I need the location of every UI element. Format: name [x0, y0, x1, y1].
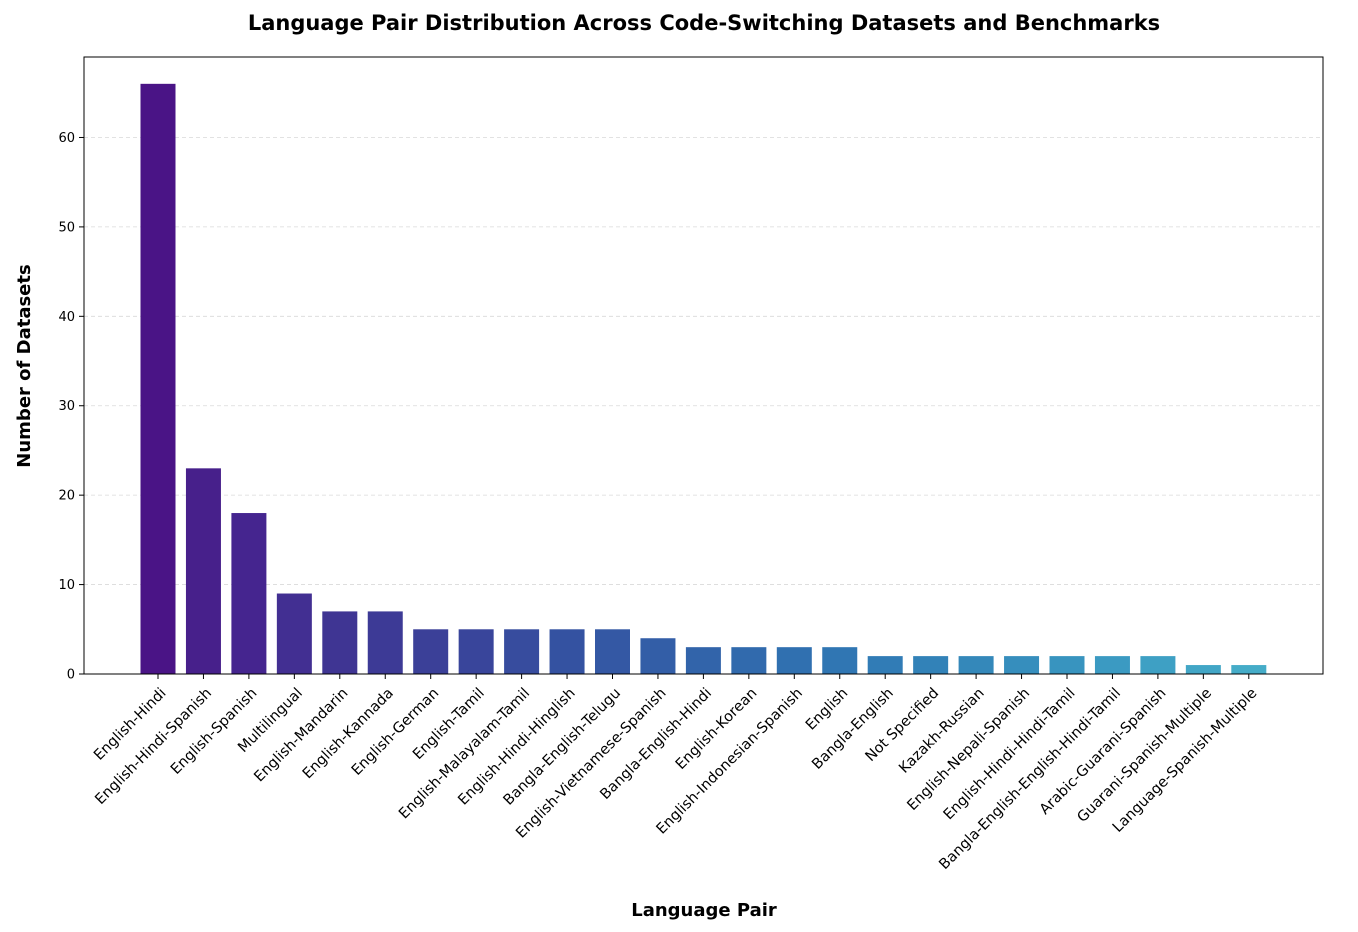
bar: [685, 647, 721, 674]
bar: [504, 629, 540, 674]
x-tick-label: English-German: [349, 685, 442, 778]
bar: [140, 83, 176, 674]
grid-lines: [84, 137, 1323, 675]
y-tick-label: 20: [58, 489, 75, 504]
bar: [367, 611, 403, 674]
bar: [413, 629, 449, 674]
y-axis-label: Number of Datasets: [14, 264, 35, 467]
bar: [640, 638, 676, 674]
plot-frame: [83, 56, 1324, 675]
x-tick-label: English-Korean: [673, 685, 761, 773]
x-tick-label: Kazakh-Russian: [896, 685, 987, 776]
bar: [731, 647, 767, 674]
bar: [549, 629, 585, 674]
y-tick-label: 10: [58, 578, 75, 593]
bars: [140, 83, 1267, 674]
y-tick-label: 40: [58, 310, 75, 325]
y-axis-ticks: 0 10 20 30 40 50 60: [58, 131, 84, 683]
x-axis-label: Language Pair: [631, 900, 777, 921]
chart-title: Language Pair Distribution Across Code-S…: [248, 11, 1160, 35]
y-tick-label: 60: [58, 131, 75, 146]
bar: [276, 593, 312, 674]
bar: [822, 647, 858, 674]
bar: [867, 656, 903, 674]
bar: [958, 656, 994, 674]
bar: [231, 513, 267, 674]
bar: [322, 611, 358, 674]
bar: [776, 647, 812, 674]
bar: [595, 629, 630, 674]
bar: [1185, 665, 1221, 674]
bar: [1231, 665, 1267, 674]
bar: [1140, 656, 1176, 674]
bar: [1049, 656, 1085, 674]
x-tick-label: Bangla-English: [809, 685, 896, 772]
bar: [1004, 656, 1040, 674]
bar: [458, 629, 494, 674]
y-tick-label: 30: [58, 399, 75, 414]
x-axis-ticks: English-HindiEnglish-Hindi-SpanishEnglis…: [91, 674, 1260, 873]
bar: [1094, 656, 1130, 674]
y-tick-label: 50: [58, 220, 75, 235]
bar: [185, 468, 221, 674]
x-tick-label: English-Spanish: [168, 685, 261, 778]
y-tick-label: 0: [67, 668, 75, 683]
bar: [913, 656, 949, 674]
